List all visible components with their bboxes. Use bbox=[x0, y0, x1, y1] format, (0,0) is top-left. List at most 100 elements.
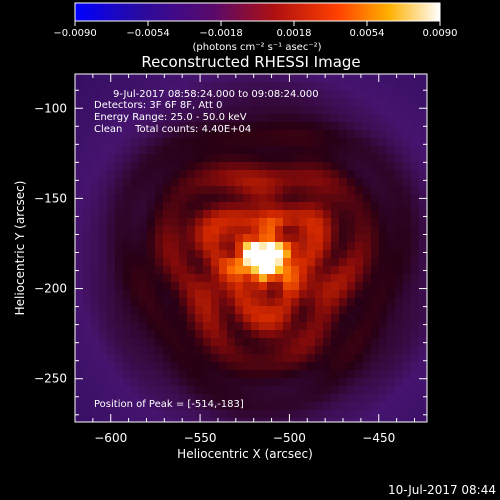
heatmap-cell bbox=[299, 346, 307, 354]
heatmap-cell bbox=[267, 98, 275, 106]
heatmap-cell bbox=[147, 274, 155, 282]
heatmap-cell bbox=[379, 82, 387, 90]
heatmap-cell bbox=[299, 226, 307, 234]
heatmap-cell bbox=[179, 250, 187, 258]
heatmap-cell bbox=[371, 266, 379, 274]
heatmap-cell bbox=[283, 410, 291, 418]
heatmap-cell bbox=[91, 130, 99, 138]
heatmap-cell bbox=[139, 330, 147, 338]
heatmap-cell bbox=[123, 146, 131, 154]
heatmap-cell bbox=[219, 218, 227, 226]
heatmap-cell bbox=[91, 314, 99, 322]
heatmap-cell bbox=[139, 162, 147, 170]
heatmap-cell bbox=[203, 290, 211, 298]
heatmap-cell bbox=[171, 306, 179, 314]
heatmap-cell bbox=[411, 402, 419, 410]
heatmap-cell bbox=[339, 322, 347, 330]
heatmap-cell bbox=[203, 226, 211, 234]
heatmap-cell bbox=[75, 306, 83, 314]
heatmap-cell bbox=[107, 370, 115, 378]
heatmap-cell bbox=[307, 98, 315, 106]
heatmap-cell bbox=[243, 322, 251, 330]
heatmap-cell bbox=[291, 234, 299, 242]
heatmap-cell bbox=[195, 314, 203, 322]
heatmap-cell bbox=[203, 218, 211, 226]
heatmap-cell bbox=[227, 258, 235, 266]
heatmap-cell bbox=[347, 98, 355, 106]
heatmap-cell bbox=[131, 154, 139, 162]
heatmap-cell bbox=[115, 146, 123, 154]
heatmap-cell bbox=[251, 90, 259, 98]
heatmap-cell bbox=[99, 114, 107, 122]
heatmap-cell bbox=[139, 298, 147, 306]
heatmap-cell bbox=[131, 274, 139, 282]
heatmap-cell bbox=[107, 234, 115, 242]
heatmap-cell bbox=[363, 346, 371, 354]
heatmap-cell bbox=[259, 386, 267, 394]
heatmap-cell bbox=[347, 362, 355, 370]
heatmap-cell bbox=[235, 114, 243, 122]
heatmap-cell bbox=[387, 122, 395, 130]
heatmap-cell bbox=[355, 98, 363, 106]
heatmap-cell bbox=[411, 378, 419, 386]
heatmap-cell bbox=[387, 82, 395, 90]
heatmap-cell bbox=[107, 218, 115, 226]
heatmap-cell bbox=[275, 162, 283, 170]
heatmap-cell bbox=[115, 202, 123, 210]
heatmap-cell bbox=[251, 82, 259, 90]
heatmap-cell bbox=[195, 282, 203, 290]
heatmap-cell bbox=[107, 146, 115, 154]
heatmap-cell bbox=[371, 306, 379, 314]
heatmap-cell bbox=[371, 146, 379, 154]
heatmap-cell bbox=[107, 330, 115, 338]
heatmap-cell bbox=[339, 218, 347, 226]
heatmap-cell bbox=[147, 290, 155, 298]
heatmap-cell bbox=[347, 90, 355, 98]
heatmap-cell bbox=[195, 106, 203, 114]
heatmap-cell bbox=[235, 362, 243, 370]
heatmap-cell bbox=[123, 74, 131, 82]
heatmap-cell bbox=[187, 274, 195, 282]
heatmap-cell bbox=[187, 354, 195, 362]
heatmap-cell bbox=[403, 266, 411, 274]
heatmap-cell bbox=[219, 194, 227, 202]
heatmap-cell bbox=[371, 250, 379, 258]
heatmap-cell bbox=[315, 274, 323, 282]
heatmap-cell bbox=[115, 354, 123, 362]
heatmap-cell bbox=[179, 90, 187, 98]
heatmap-cell bbox=[107, 258, 115, 266]
heatmap-cell bbox=[187, 146, 195, 154]
heatmap-cell bbox=[219, 370, 227, 378]
heatmap-cell bbox=[195, 378, 203, 386]
heatmap-cell bbox=[283, 282, 291, 290]
heatmap-cell bbox=[131, 194, 139, 202]
heatmap-cell bbox=[99, 186, 107, 194]
heatmap-cell bbox=[299, 82, 307, 90]
heatmap-cell bbox=[259, 314, 267, 322]
heatmap-cell bbox=[371, 362, 379, 370]
heatmap-cell bbox=[83, 90, 91, 98]
heatmap-cell bbox=[411, 410, 419, 418]
heatmap-cell bbox=[411, 386, 419, 394]
heatmap-cell bbox=[411, 170, 419, 178]
heatmap-cell bbox=[331, 354, 339, 362]
heatmap-cell bbox=[163, 322, 171, 330]
heatmap-cell bbox=[123, 322, 131, 330]
heatmap-cell bbox=[339, 202, 347, 210]
heatmap-cell bbox=[251, 370, 259, 378]
heatmap-cell bbox=[147, 242, 155, 250]
heatmap-cell bbox=[267, 346, 275, 354]
heatmap-cell bbox=[347, 386, 355, 394]
heatmap-cell bbox=[403, 170, 411, 178]
heatmap-cell bbox=[163, 106, 171, 114]
heatmap-cell bbox=[251, 306, 259, 314]
heatmap-cell bbox=[139, 106, 147, 114]
heatmap-cell bbox=[155, 402, 163, 410]
heatmap-cell bbox=[363, 274, 371, 282]
heatmap-cell bbox=[211, 178, 219, 186]
heatmap-cell bbox=[123, 178, 131, 186]
heatmap-cell bbox=[419, 202, 427, 210]
heatmap-cell bbox=[179, 370, 187, 378]
heatmap-cell bbox=[379, 234, 387, 242]
heatmap-cell bbox=[259, 378, 267, 386]
